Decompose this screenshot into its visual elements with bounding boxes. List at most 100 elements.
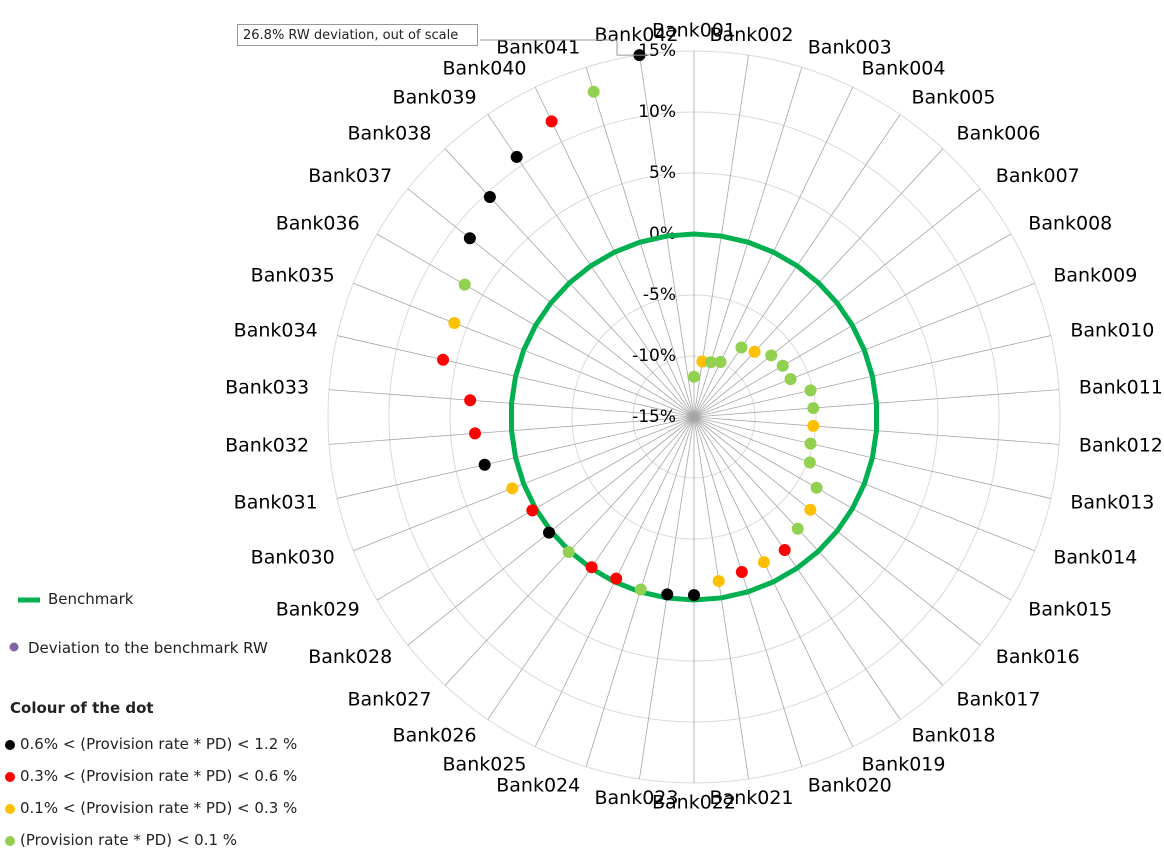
data-point bbox=[585, 561, 598, 574]
r-tick-label: -15% bbox=[632, 407, 676, 427]
legend-title: Colour of the dot bbox=[10, 699, 154, 717]
data-point bbox=[804, 437, 817, 450]
data-point bbox=[543, 526, 556, 539]
legend-label: 0.6% < (Provision rate * PD) < 1.2 % bbox=[20, 735, 298, 753]
data-point bbox=[714, 356, 727, 369]
category-label: Bank002 bbox=[710, 24, 794, 46]
category-label: Bank037 bbox=[308, 165, 392, 187]
data-point bbox=[735, 341, 748, 354]
data-point bbox=[634, 583, 647, 596]
category-label: Bank011 bbox=[1079, 377, 1163, 399]
category-label: Bank012 bbox=[1079, 434, 1163, 456]
data-point bbox=[688, 589, 700, 602]
legend-label: Deviation to the benchmark RW bbox=[28, 639, 268, 657]
legend-label: (Provision rate * PD) < 0.1 % bbox=[20, 831, 238, 849]
data-point bbox=[545, 115, 558, 128]
category-label: Bank031 bbox=[234, 491, 318, 513]
data-point bbox=[735, 566, 748, 579]
category-label: Bank034 bbox=[234, 320, 318, 342]
legend-marker bbox=[5, 772, 15, 782]
category-label: Bank033 bbox=[225, 377, 309, 399]
category-label: Bank009 bbox=[1053, 264, 1137, 286]
legend-label: 0.3% < (Provision rate * PD) < 0.6 % bbox=[20, 767, 298, 785]
data-point bbox=[803, 456, 816, 469]
data-point bbox=[483, 190, 496, 203]
category-label: Bank026 bbox=[393, 724, 477, 746]
data-point bbox=[778, 544, 791, 557]
r-tick-label: 15% bbox=[638, 41, 676, 61]
category-label: Bank019 bbox=[861, 753, 945, 775]
data-point bbox=[804, 503, 817, 516]
data-point bbox=[688, 370, 700, 383]
category-label: Bank001 bbox=[652, 20, 736, 42]
category-label: Bank028 bbox=[308, 646, 392, 668]
category-label: Bank007 bbox=[996, 165, 1080, 187]
category-label: Bank015 bbox=[1028, 599, 1112, 621]
data-point bbox=[458, 278, 471, 291]
category-label: Bank027 bbox=[347, 688, 431, 710]
category-label: Bank039 bbox=[393, 87, 477, 109]
category-label: Bank030 bbox=[251, 547, 335, 569]
data-point bbox=[807, 419, 820, 432]
category-label: Bank038 bbox=[347, 123, 431, 145]
category-label: Bank040 bbox=[443, 58, 527, 80]
r-tick-label: -5% bbox=[643, 285, 676, 305]
category-label: Bank017 bbox=[957, 688, 1041, 710]
category-label: Bank003 bbox=[808, 37, 892, 59]
category-label: Bank024 bbox=[496, 774, 580, 796]
category-label: Bank021 bbox=[710, 787, 794, 809]
category-label: Bank022 bbox=[652, 792, 736, 814]
category-label: Bank010 bbox=[1070, 320, 1154, 342]
category-label: Bank006 bbox=[957, 123, 1041, 145]
category-label: Bank032 bbox=[225, 434, 309, 456]
legend-label: 0.1% < (Provision rate * PD) < 0.3 % bbox=[20, 799, 298, 817]
data-point bbox=[784, 373, 797, 386]
data-point bbox=[587, 85, 600, 98]
data-point bbox=[437, 353, 450, 366]
legend-marker bbox=[9, 642, 19, 652]
r-tick-label: 10% bbox=[638, 102, 676, 122]
category-label: Bank036 bbox=[276, 213, 360, 235]
data-point bbox=[463, 232, 476, 245]
data-point bbox=[506, 482, 519, 495]
category-label: Bank023 bbox=[594, 787, 678, 809]
category-label: Bank016 bbox=[996, 646, 1080, 668]
data-point bbox=[510, 150, 523, 163]
data-point bbox=[661, 588, 674, 601]
data-point bbox=[804, 384, 817, 397]
data-point bbox=[757, 556, 770, 569]
data-point bbox=[765, 349, 778, 362]
annotation: 26.8% RW deviation, out of scale bbox=[237, 24, 478, 46]
category-label: Bank014 bbox=[1053, 547, 1137, 569]
data-point bbox=[469, 427, 482, 440]
data-point bbox=[478, 458, 491, 471]
category-label: Bank004 bbox=[861, 58, 945, 80]
category-label: Bank029 bbox=[276, 599, 360, 621]
r-tick-label: 5% bbox=[649, 163, 676, 183]
data-point bbox=[610, 572, 623, 585]
legend-marker bbox=[5, 740, 15, 750]
r-tick-label: -10% bbox=[632, 346, 676, 366]
category-label: Bank020 bbox=[808, 774, 892, 796]
legend-marker bbox=[5, 836, 15, 846]
data-point bbox=[562, 546, 575, 559]
category-label: Bank013 bbox=[1070, 491, 1154, 513]
data-point bbox=[712, 575, 725, 588]
category-label: Bank025 bbox=[443, 753, 527, 775]
legend-label: Benchmark bbox=[48, 590, 134, 608]
data-point bbox=[526, 504, 539, 517]
annotation-arrow bbox=[480, 39, 650, 56]
category-label: Bank035 bbox=[251, 264, 335, 286]
data-point bbox=[810, 481, 823, 494]
data-point bbox=[807, 402, 820, 415]
data-point bbox=[448, 316, 461, 329]
category-label: Bank041 bbox=[496, 37, 580, 59]
data-point bbox=[791, 522, 804, 535]
data-point bbox=[776, 359, 789, 372]
category-label: Bank005 bbox=[911, 87, 995, 109]
legend-marker bbox=[5, 804, 15, 814]
data-point bbox=[748, 345, 761, 358]
category-label: Bank008 bbox=[1028, 213, 1112, 235]
